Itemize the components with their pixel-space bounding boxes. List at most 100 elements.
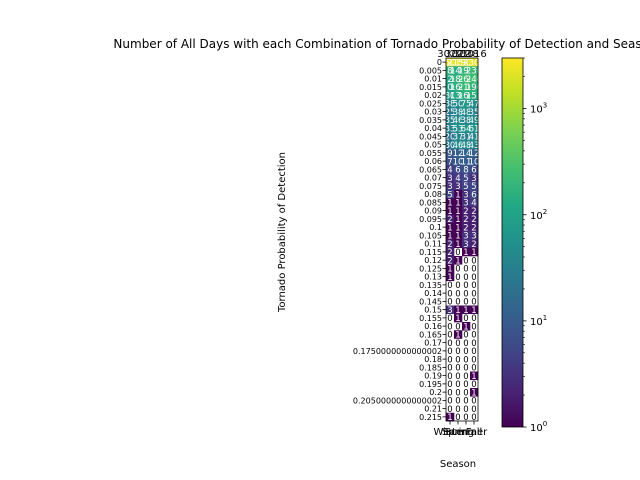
y-tick-label: 0.18 <box>424 355 442 364</box>
heatmap-cell <box>454 99 463 108</box>
cell-count-label: 0 <box>471 322 476 332</box>
column-total-label: 3038 <box>453 49 478 60</box>
heatmap-cell <box>470 115 479 125</box>
cell-count-label: 4 <box>447 166 452 176</box>
heatmap-cell <box>454 330 463 339</box>
cell-count-label: 3 <box>471 232 476 242</box>
heatmap-cell <box>470 157 479 166</box>
cell-count-label: 0 <box>463 388 468 398</box>
y-tick-label: 0.035 <box>419 116 442 125</box>
cell-count-label: 100 <box>442 83 458 93</box>
heatmap-cell <box>454 82 463 92</box>
y-tick-label: 0.17 <box>424 339 442 348</box>
y-tick-label: 0.06 <box>424 157 442 166</box>
cell-count-label: 0 <box>471 364 476 374</box>
cell-count-label: 46 <box>453 116 464 126</box>
y-tick-label: 0.14 <box>424 289 442 298</box>
heatmap-cell <box>454 148 463 158</box>
cell-count-label: 0 <box>471 339 476 349</box>
cell-count-label: 5 <box>463 174 468 184</box>
heatmap-cell <box>470 82 479 92</box>
cell-count-label: 0 <box>463 355 468 365</box>
heatmap-cell <box>470 231 479 240</box>
cell-count-label: 1 <box>447 413 452 423</box>
cell-count-label: 0 <box>463 380 468 390</box>
cell-count-label: 1 <box>471 372 476 382</box>
heatmap-cell <box>462 115 471 125</box>
cell-count-label: 2 <box>463 207 468 217</box>
cell-count-label: 0 <box>455 372 460 382</box>
cell-count-label: 0 <box>471 314 476 324</box>
cell-count-label: 5 <box>447 190 452 200</box>
cell-count-label: 1 <box>463 322 468 332</box>
cell-count-label: 210 <box>458 83 474 93</box>
colorbar-tick-label: 103 <box>530 102 547 116</box>
heatmap-cell <box>446 148 455 158</box>
cell-count-label: 8 <box>463 166 468 176</box>
heatmap-cell <box>470 124 479 133</box>
cell-count-label: 0 <box>471 413 476 423</box>
heatmap-cell <box>446 264 455 273</box>
heatmap-cell <box>462 157 471 166</box>
cell-count-label: 1 <box>447 232 452 242</box>
y-tick-label: 0.12 <box>424 256 442 265</box>
x-axis-label: Season <box>440 459 476 470</box>
y-tick-label: 0.055 <box>419 149 442 158</box>
heatmap-cell <box>470 206 479 216</box>
cell-count-label: 2 <box>471 240 476 250</box>
heatmap-cell <box>470 181 479 191</box>
colorbar-tick-label: 100 <box>530 420 547 434</box>
cell-count-label: 1 <box>447 265 452 275</box>
cell-count-label: 0 <box>471 289 476 299</box>
cell-count-label: 0 <box>447 372 452 382</box>
heatmap-cell <box>470 74 479 84</box>
cell-count-label: 0 <box>455 405 460 415</box>
heatmap-cell <box>462 74 471 84</box>
cell-count-label: 0 <box>455 347 460 357</box>
y-tick-label: 0.05 <box>424 141 442 150</box>
cell-count-label: 0 <box>447 281 452 291</box>
heatmap-cell <box>446 66 455 75</box>
column-total-label: 3022 <box>445 49 470 60</box>
heatmap-cell <box>462 223 471 232</box>
y-tick-label: 0.11 <box>424 240 442 249</box>
heatmap-cell <box>470 239 479 249</box>
heatmap-cell <box>446 74 455 84</box>
cell-count-label: 12 <box>469 149 480 159</box>
cell-count-label: 2 <box>447 215 452 225</box>
y-tick-label: 0.145 <box>419 297 442 306</box>
cell-count-label: 43 <box>469 141 480 151</box>
cell-count-label: 2500 <box>439 58 461 68</box>
cell-count-label: 0 <box>447 380 452 390</box>
heatmap-cell <box>454 190 463 199</box>
heatmap-cell <box>470 132 479 141</box>
heatmap-cell <box>470 107 479 117</box>
cell-count-label: 0 <box>455 355 460 365</box>
heatmap-cell <box>446 239 455 249</box>
cell-count-label: 153 <box>466 91 482 101</box>
colorbar-ticks: 100 101 102 103 <box>523 57 547 434</box>
cell-count-label: 2 <box>471 207 476 217</box>
heatmap-cell <box>454 173 463 183</box>
y-tick-label: 0.185 <box>419 363 442 372</box>
y-tick-label: 0.045 <box>419 132 442 141</box>
cell-count-label: 190 <box>466 83 482 93</box>
cell-count-label: 0 <box>447 339 452 349</box>
cell-count-label: 180 <box>450 75 466 85</box>
cell-count-label: 1 <box>471 248 476 258</box>
heatmap-cell <box>470 91 479 100</box>
heatmap-cell <box>446 214 455 224</box>
y-tick-label: 0.09 <box>424 207 442 216</box>
cell-count-label: 180 <box>442 67 458 77</box>
cell-count-label: 61 <box>469 124 480 134</box>
heatmap-cell <box>446 82 455 92</box>
cell-count-label: 3 <box>463 190 468 200</box>
cell-count-label: 0 <box>463 372 468 382</box>
cell-count-label: 160 <box>450 83 466 93</box>
heatmap-cell <box>454 157 463 166</box>
y-tick-label: 0.21 <box>424 405 442 414</box>
heatmap-cell <box>446 140 455 150</box>
cell-count-label: 0 <box>455 413 460 423</box>
cell-count-label: 0 <box>447 388 452 398</box>
cell-count-label: 12 <box>453 149 464 159</box>
